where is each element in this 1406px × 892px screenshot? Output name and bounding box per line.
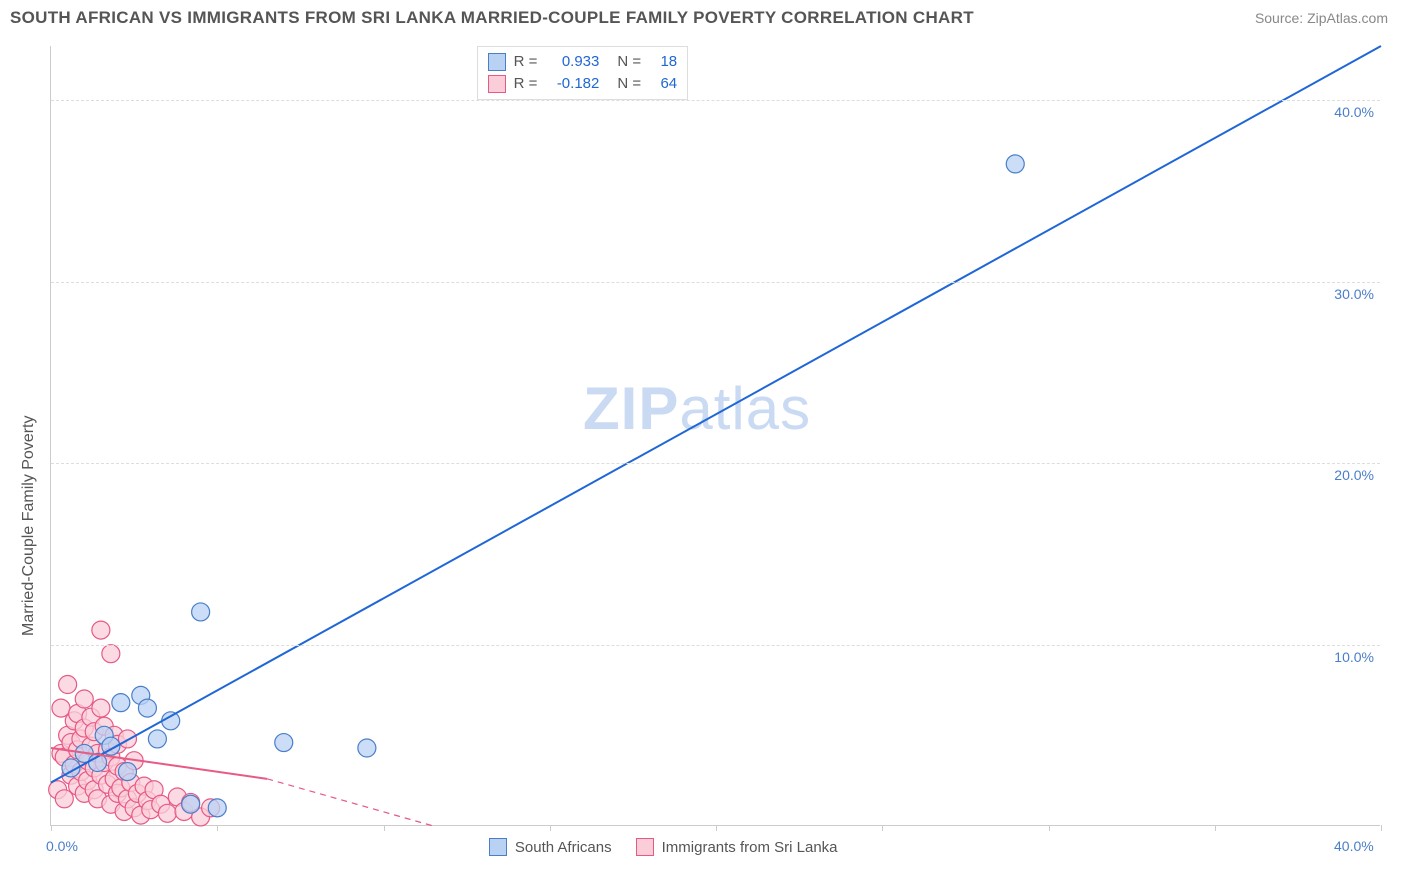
x-tick xyxy=(1049,825,1050,831)
header: SOUTH AFRICAN VS IMMIGRANTS FROM SRI LAN… xyxy=(0,0,1406,36)
gridline xyxy=(51,645,1380,646)
x-tick xyxy=(716,825,717,831)
data-point xyxy=(182,795,200,813)
data-point xyxy=(118,730,136,748)
y-tick-label: 30.0% xyxy=(1334,286,1374,302)
legend-n-value: 18 xyxy=(649,51,677,73)
correlation-legend: R = 0.933 N = 18 R = -0.182 N = 64 xyxy=(477,46,689,100)
data-point xyxy=(158,804,176,822)
data-point xyxy=(102,645,120,663)
legend-n-label: N = xyxy=(617,51,641,73)
legend-swatch xyxy=(636,838,654,856)
y-axis-title: Married-Couple Family Poverty xyxy=(20,415,38,636)
data-point xyxy=(192,603,210,621)
data-point xyxy=(275,734,293,752)
data-point xyxy=(208,799,226,817)
x-axis-start-label: 0.0% xyxy=(46,838,78,854)
x-tick xyxy=(1215,825,1216,831)
data-point xyxy=(75,690,93,708)
series-legend: South Africans Immigrants from Sri Lanka xyxy=(489,838,838,856)
legend-n-value: 64 xyxy=(649,73,677,95)
legend-n-label: N = xyxy=(617,73,641,95)
legend-item: Immigrants from Sri Lanka xyxy=(636,838,838,856)
x-tick xyxy=(1381,825,1382,831)
plot-svg xyxy=(51,46,1381,826)
x-tick xyxy=(882,825,883,831)
x-axis-end-label: 40.0% xyxy=(1334,838,1374,854)
data-point xyxy=(92,621,110,639)
x-tick xyxy=(384,825,385,831)
legend-swatch xyxy=(488,53,506,71)
legend-r-value: -0.182 xyxy=(545,73,599,95)
x-tick xyxy=(51,825,52,831)
plot-area: ZIPatlas R =0.933N =18R =-0.182N =64 10.… xyxy=(50,46,1380,826)
y-tick-label: 40.0% xyxy=(1334,104,1374,120)
legend-row: R = 0.933 N = 18 xyxy=(488,51,678,73)
data-point xyxy=(1006,155,1024,173)
legend-row: R = -0.182 N = 64 xyxy=(488,73,678,95)
gridline xyxy=(51,282,1380,283)
data-point xyxy=(118,763,136,781)
chart-title: SOUTH AFRICAN VS IMMIGRANTS FROM SRI LAN… xyxy=(10,8,974,28)
trend-line xyxy=(267,779,433,826)
chart-container: Married-Couple Family Poverty ZIPatlas R… xyxy=(0,36,1406,876)
x-tick xyxy=(550,825,551,831)
legend-item: South Africans xyxy=(489,838,612,856)
y-tick-label: 20.0% xyxy=(1334,467,1374,483)
data-point xyxy=(112,694,130,712)
x-tick xyxy=(217,825,218,831)
legend-swatch xyxy=(489,838,507,856)
data-point xyxy=(138,699,156,717)
legend-swatch xyxy=(488,75,506,93)
legend-label: South Africans xyxy=(515,839,612,856)
gridline xyxy=(51,100,1380,101)
source-label: Source: ZipAtlas.com xyxy=(1255,10,1388,26)
legend-r-value: 0.933 xyxy=(545,51,599,73)
gridline xyxy=(51,463,1380,464)
trend-line xyxy=(51,46,1381,782)
data-point xyxy=(358,739,376,757)
legend-label: Immigrants from Sri Lanka xyxy=(662,839,838,856)
data-point xyxy=(59,676,77,694)
legend-r-label: R = xyxy=(514,51,538,73)
legend-r-label: R = xyxy=(514,73,538,95)
data-point xyxy=(92,699,110,717)
data-point xyxy=(148,730,166,748)
y-tick-label: 10.0% xyxy=(1334,649,1374,665)
